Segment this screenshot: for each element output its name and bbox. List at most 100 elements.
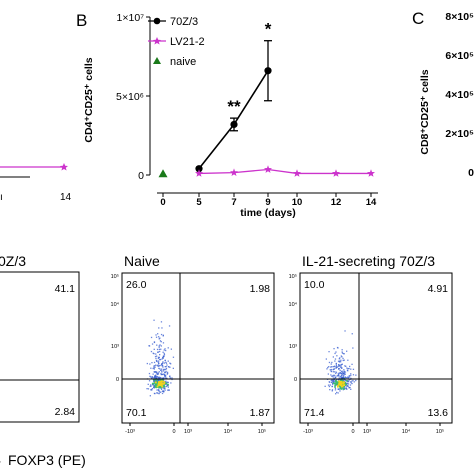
flow-event-dot (156, 384, 158, 386)
flow-event-dot (341, 351, 343, 353)
series-70z-3 (195, 40, 272, 173)
flow-event-dot (352, 347, 354, 349)
flow-xlabel-arrow-fragment: · (0, 456, 2, 468)
flow-ytick-label: 10³ (111, 344, 119, 350)
flow-event-dot (344, 379, 346, 381)
flow-2-title: Naive (124, 253, 160, 269)
flow-event-dot (154, 371, 156, 373)
flow-event-dot (341, 371, 344, 373)
flow-event-dot (168, 325, 171, 327)
flow-event-dot (153, 379, 155, 381)
flow-event-dot (149, 363, 151, 365)
data-point-circle (230, 120, 238, 129)
flow-event-dot (335, 393, 337, 395)
flow-event-dot (156, 379, 158, 381)
flow-event-dot (163, 373, 165, 375)
flow-event-dot (161, 373, 163, 376)
flow-event-dot (159, 368, 161, 370)
flow-event-dot (336, 375, 338, 377)
flow-event-dot (149, 376, 152, 378)
flow-event-dot (157, 383, 160, 386)
flow-event-dot (335, 371, 337, 373)
flow-event-dot (168, 389, 170, 391)
flow-event-dot (344, 377, 346, 379)
flow-event-dot (156, 373, 158, 375)
flow-event-dot (350, 374, 352, 377)
flow-event-dot (341, 372, 343, 375)
flow-event-dot (164, 376, 166, 378)
flow-event-dot (343, 385, 345, 388)
flow-event-dot (345, 383, 348, 386)
legend-item-naive: naive (153, 56, 196, 68)
panel-c-ytick-label: 8×10⁵ (445, 11, 474, 23)
flow-event-dot (338, 379, 340, 381)
data-point-triangle (158, 169, 168, 178)
flow-event-dot (335, 351, 337, 353)
flow-event-dot (156, 360, 158, 362)
flow-event-dot (151, 377, 153, 380)
flow-event-dot (333, 380, 335, 383)
flow-event-dot (155, 336, 158, 338)
flow-event-dot (339, 390, 341, 392)
flow-event-dot (336, 346, 339, 349)
flow-event-dot (343, 370, 345, 373)
flow-event-dot (148, 380, 151, 382)
flow-event-dot (333, 368, 335, 370)
flow-event-dot (160, 384, 163, 386)
flow-event-dot (167, 389, 169, 391)
flow-event-dot (340, 381, 343, 383)
flow-event-dot (159, 344, 161, 346)
flow-event-dot (346, 367, 348, 369)
flow-event-dot (332, 356, 334, 358)
flow-event-dot (151, 362, 153, 364)
panel-b-legend: 70Z/3 LV21-2 naive (148, 16, 205, 68)
panel-c-fragment: C CD8⁺CD25⁺ cells 8×10⁵ 6×10⁵ 4×10⁵ 2×10⁵ 0 (412, 9, 474, 179)
flow-event-dot (163, 349, 165, 351)
flow-event-dot (160, 380, 163, 383)
flow-event-dot (153, 319, 155, 321)
flow-event-dot (163, 384, 165, 387)
flow-event-dot (342, 357, 344, 360)
flow-event-dot (159, 385, 162, 388)
panel-b-xtick-label: 9 (265, 197, 270, 208)
flow-event-dot (335, 364, 338, 367)
flow-event-dot (165, 370, 167, 373)
flow-event-dot (163, 354, 166, 356)
flow-1-title: 0Z/3 (0, 253, 26, 269)
flow-event-dot (344, 380, 346, 382)
flow-event-dot (339, 385, 341, 387)
flow-event-dot (329, 381, 331, 383)
flow-event-dot (343, 372, 345, 375)
flow-event-dot (330, 366, 332, 368)
flow-event-dot (341, 373, 343, 375)
flow-event-dot (347, 385, 349, 387)
flow-event-dot (163, 388, 165, 390)
flow-event-dot (330, 363, 332, 365)
flow-event-dot (343, 376, 345, 378)
flow-ytick-label: 10⁵ (289, 273, 297, 280)
flow-event-dot (160, 388, 163, 390)
flow-event-dot (158, 376, 160, 378)
flow-event-dot (343, 387, 345, 389)
flow-event-dot (160, 372, 162, 375)
flow-ytick-label: 10³ (289, 344, 297, 350)
flow-event-dot (152, 384, 154, 386)
flow-event-dot (154, 384, 156, 387)
flow-event-dot (340, 355, 342, 357)
flow-event-dot (349, 386, 351, 389)
legend-item-lv21-2: LV21-2 (148, 36, 205, 48)
flow-event-dot (342, 387, 344, 390)
flow-event-dot (157, 361, 159, 363)
panel-b-ytick-label: 5×10⁶ (116, 91, 144, 103)
flow-event-dot (158, 390, 160, 392)
significance-marker: * (265, 20, 272, 39)
flow-event-dot (162, 351, 164, 353)
flow-event-dot (330, 368, 333, 371)
flow-event-dot (164, 389, 166, 391)
data-point-star (230, 168, 238, 176)
flow-3-x-ticks: -10³ 0 10³ 10⁴ 10⁵ (303, 423, 444, 435)
flow-2-q-upper-left: 26.0 (126, 279, 147, 291)
flow-event-dot (344, 373, 346, 375)
flow-event-dot (334, 352, 336, 355)
flow-event-dot (167, 383, 169, 386)
